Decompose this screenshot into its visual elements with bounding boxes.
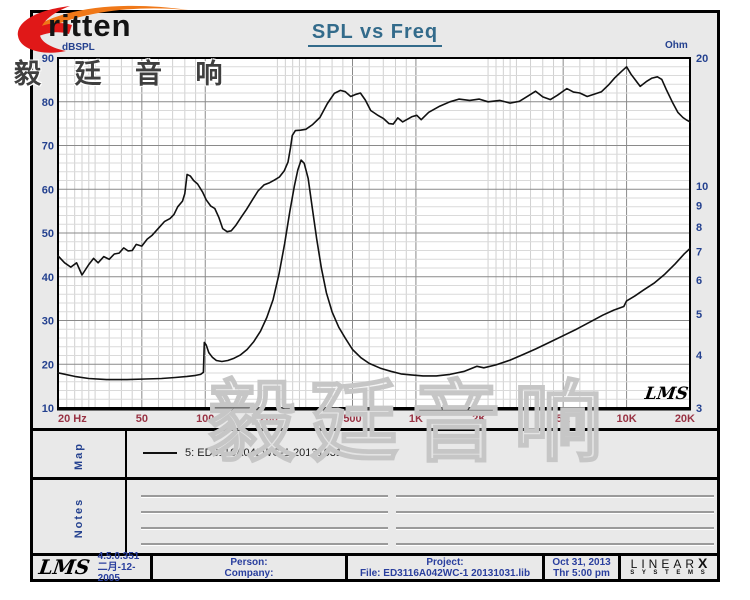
software-version-date: 二月-12-2005 bbox=[97, 562, 136, 584]
footer-separator bbox=[345, 556, 348, 579]
map-label: Map bbox=[73, 441, 85, 470]
page-title: SPL vs Freq bbox=[307, 21, 443, 47]
footer-linearx-cell: LINEARX S Y S T E M S bbox=[621, 556, 717, 579]
person-label: Person: bbox=[230, 556, 268, 568]
linearx-x: X bbox=[698, 555, 708, 571]
report-time: Thr 5:00 pm bbox=[553, 567, 610, 579]
curve-legend: 5: ED3116A042WC-1 20131031 bbox=[143, 447, 342, 459]
notes-rule bbox=[396, 527, 714, 530]
lms-script-logo-footer: LMS bbox=[37, 555, 92, 579]
title-bar: SPL vs Freq bbox=[33, 21, 717, 47]
watermark-text: 毅廷音响 bbox=[207, 372, 617, 473]
brand-logo: ritten bbox=[8, 0, 238, 92]
footer-separator bbox=[618, 556, 621, 579]
notes-side-label: Notes bbox=[33, 480, 127, 556]
project-label: Project: bbox=[426, 556, 464, 568]
notes-rule bbox=[141, 511, 388, 514]
software-version: 4.5.0.351 bbox=[97, 551, 140, 562]
report-date: Oct 31, 2013 bbox=[552, 556, 611, 568]
file-label: File: ED3116A042WC-1 20131031.lib bbox=[359, 567, 531, 579]
notes-rule bbox=[141, 543, 388, 546]
notes-rule bbox=[141, 527, 388, 530]
footer-project-cell: Project: File: ED3116A042WC-1 20131031.l… bbox=[348, 556, 542, 579]
report-frame: SPL vs Freq Map 5: ED3116A042WC-1 201310… bbox=[30, 10, 720, 582]
linearx-logo: LINEARX bbox=[630, 555, 708, 571]
brand-chinese-name: 毅 廷 音 响 bbox=[14, 59, 236, 89]
lms-script-logo-chart: LMS bbox=[643, 384, 690, 404]
company-label: Company: bbox=[224, 567, 274, 579]
legend-line-sample bbox=[143, 452, 177, 454]
notes-rule bbox=[396, 495, 714, 498]
left-axis-unit-label: dBSPL bbox=[62, 42, 95, 53]
right-axis-unit-label: Ohm bbox=[665, 40, 688, 51]
notes-rule bbox=[396, 511, 714, 514]
map-side-label: Map bbox=[33, 431, 127, 480]
notes-rule bbox=[141, 495, 388, 498]
notes-label: Notes bbox=[73, 497, 85, 539]
linearx-text: LINEAR bbox=[630, 557, 698, 571]
legend-text: 5: ED3116A042WC-1 20131031 bbox=[185, 447, 342, 459]
footer-person-cell: Person: Company: bbox=[153, 556, 345, 579]
linearx-systems-text: S Y S T E M S bbox=[630, 570, 708, 576]
footer-lms-cell: LMS 4.5.0.351 二月-12-2005 bbox=[33, 551, 150, 584]
footer-separator bbox=[150, 556, 153, 579]
notes-panel: Notes bbox=[30, 477, 720, 556]
footer-bar: LMS 4.5.0.351 二月-12-2005 Person: Company… bbox=[30, 551, 720, 584]
footer-separator bbox=[542, 556, 545, 579]
map-panel: Map 5: ED3116A042WC-1 20131031 bbox=[30, 428, 720, 480]
footer-date-cell: Oct 31, 2013 Thr 5:00 pm bbox=[545, 556, 618, 579]
notes-rule bbox=[396, 543, 714, 546]
logo-swoosh-icon bbox=[17, 5, 188, 53]
brand-logo-text: ritten bbox=[48, 8, 132, 43]
